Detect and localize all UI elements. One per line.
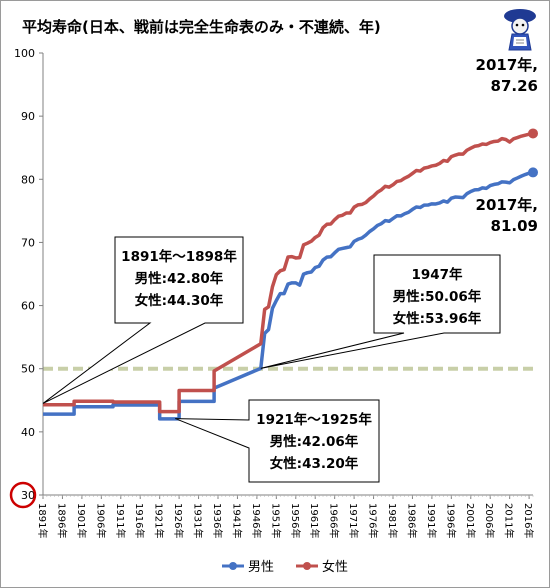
end-label-female: 2017年, 87.26 bbox=[476, 56, 538, 95]
x-tick-label: 1916年 bbox=[133, 503, 146, 538]
x-tick-label: 1991年 bbox=[425, 503, 438, 538]
annotation-text: 女性:43.20年 bbox=[270, 455, 359, 472]
x-tick-label: 2016年 bbox=[522, 503, 535, 538]
y-tick-label: 50 bbox=[21, 363, 35, 376]
x-tick-label: 1981年 bbox=[386, 503, 399, 538]
annotation-text: 1947年 bbox=[411, 266, 463, 283]
x-tick-label: 1921年 bbox=[153, 503, 166, 538]
annotation-text: 男性:42.06年 bbox=[270, 433, 359, 450]
x-tick-label: 2006年 bbox=[483, 503, 496, 538]
series-line-male bbox=[43, 170, 534, 421]
x-tick-label: 1891年 bbox=[36, 503, 49, 538]
y-tick-label: 70 bbox=[21, 236, 35, 249]
end-label-line: 2017年, bbox=[476, 56, 538, 74]
annotation-text: 女性:44.30年 bbox=[135, 292, 224, 309]
x-tick-label: 1911年 bbox=[114, 503, 127, 538]
annotation-box bbox=[42, 236, 244, 404]
y-tick-label: 90 bbox=[21, 110, 35, 123]
annotation-text: 男性:50.06年 bbox=[393, 288, 482, 305]
chart-title: 平均寿命(日本、戦前は完全生命表のみ・不連続、年) bbox=[22, 18, 381, 36]
end-label-line: 2017年, bbox=[476, 196, 538, 214]
character-icon bbox=[504, 9, 536, 51]
y-tick-label: 100 bbox=[14, 47, 35, 60]
x-tick-label: 1901年 bbox=[75, 503, 88, 538]
x-tick-label: 1976年 bbox=[367, 503, 380, 538]
y-tick-label: 40 bbox=[21, 426, 35, 439]
annotation-text: 男性:42.80年 bbox=[135, 270, 224, 287]
legend-swatch-marker bbox=[229, 562, 237, 570]
x-tick-label: 1906年 bbox=[94, 503, 107, 538]
annotation-box bbox=[260, 254, 501, 369]
highlight-circle-30 bbox=[9, 481, 37, 509]
end-label-male: 2017年, 81.09 bbox=[476, 196, 538, 235]
legend-entry: 女性 bbox=[322, 559, 348, 575]
x-tick-label: 2011年 bbox=[503, 503, 516, 538]
series-line-female bbox=[43, 131, 534, 414]
annotation-box bbox=[175, 399, 380, 483]
x-tick-label: 1951年 bbox=[269, 503, 282, 538]
y-tick-label: 30 bbox=[21, 489, 35, 502]
x-tick-label: 1896年 bbox=[55, 503, 68, 538]
series-endpoint-male bbox=[528, 167, 538, 178]
x-tick-label: 1966年 bbox=[328, 503, 341, 538]
x-tick-label: 1941年 bbox=[230, 503, 243, 538]
legend-entry: 男性 bbox=[248, 560, 274, 575]
x-tick-label: 1971年 bbox=[347, 503, 360, 538]
end-label-line: 87.26 bbox=[491, 77, 538, 95]
series-endpoint-female bbox=[528, 128, 538, 139]
x-tick-label: 1986年 bbox=[405, 503, 418, 538]
annotation-text: 1921年～1925年 bbox=[256, 411, 372, 428]
x-tick-label: 2001年 bbox=[464, 503, 477, 538]
annotation-text: 女性:53.96年 bbox=[393, 310, 482, 327]
x-tick-label: 1926年 bbox=[172, 503, 185, 538]
annotation-text: 1891年～1898年 bbox=[121, 248, 237, 265]
x-tick-label: 1931年 bbox=[192, 503, 205, 538]
x-tick-label: 1996年 bbox=[444, 503, 457, 538]
x-tick-label: 1961年 bbox=[308, 503, 321, 538]
x-tick-label: 1946年 bbox=[250, 503, 263, 538]
y-tick-label: 60 bbox=[21, 300, 35, 313]
x-tick-label: 1956年 bbox=[289, 503, 302, 538]
x-tick-label: 1936年 bbox=[211, 503, 224, 538]
legend-swatch-marker bbox=[303, 562, 311, 570]
y-tick-label: 80 bbox=[21, 173, 35, 186]
end-label-line: 81.09 bbox=[491, 217, 538, 235]
